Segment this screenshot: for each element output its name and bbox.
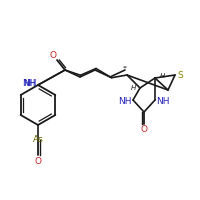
Text: S: S xyxy=(177,71,183,79)
Text: O: O xyxy=(140,126,148,134)
Text: NH: NH xyxy=(156,97,170,106)
Text: O: O xyxy=(35,156,42,166)
Text: H: H xyxy=(159,73,165,79)
Text: NH: NH xyxy=(23,78,37,88)
Text: H: H xyxy=(130,85,136,91)
Text: NH: NH xyxy=(22,78,36,88)
Text: O: O xyxy=(50,51,57,60)
Text: NH: NH xyxy=(118,97,132,106)
Text: As: As xyxy=(33,136,43,144)
Text: **: ** xyxy=(122,66,128,71)
